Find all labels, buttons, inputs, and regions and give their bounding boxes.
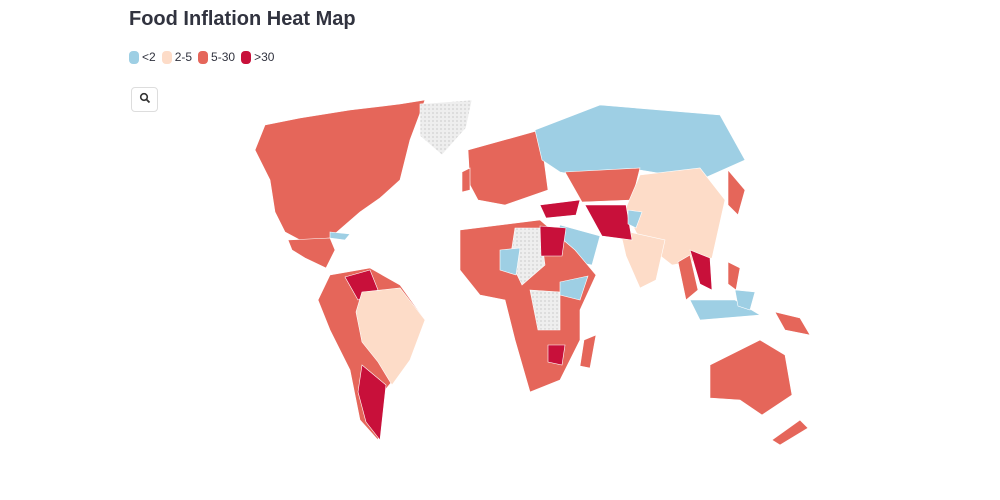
legend-swatch	[198, 50, 209, 64]
country[interactable]	[727, 169, 746, 216]
search-icon	[139, 92, 150, 104]
country[interactable]	[579, 334, 597, 369]
country[interactable]	[529, 289, 561, 331]
legend-label: 2-5	[174, 50, 193, 64]
country[interactable]	[627, 209, 643, 229]
country[interactable]	[539, 225, 567, 257]
legend-item[interactable]: 5-30	[198, 50, 235, 64]
legend-swatch	[161, 50, 172, 64]
title: Food Inflation Heat Map	[129, 8, 356, 30]
country[interactable]	[677, 254, 699, 301]
country[interactable]	[564, 167, 641, 203]
country[interactable]	[254, 99, 426, 241]
country[interactable]	[467, 129, 549, 206]
legend-label: 5-30	[211, 50, 236, 64]
country[interactable]	[547, 344, 566, 366]
country[interactable]	[357, 364, 387, 441]
country[interactable]	[461, 167, 471, 193]
legend-swatch	[129, 50, 139, 64]
country[interactable]	[419, 99, 473, 156]
country[interactable]	[734, 289, 756, 311]
legend-item[interactable]: >30	[241, 50, 274, 64]
country[interactable]	[584, 204, 633, 241]
legend-item[interactable]: <2	[129, 50, 156, 64]
country[interactable]	[709, 339, 793, 416]
country[interactable]	[771, 419, 809, 446]
country[interactable]	[689, 249, 713, 291]
legend-label: >30	[254, 50, 275, 64]
country[interactable]	[619, 229, 666, 289]
search-button[interactable]	[131, 87, 158, 112]
country[interactable]	[539, 199, 581, 219]
country[interactable]	[355, 287, 426, 386]
legend: <2 2-5 5-30 >30	[129, 50, 274, 64]
country[interactable]	[774, 311, 811, 336]
country[interactable]	[727, 261, 741, 291]
legend-swatch	[241, 50, 252, 64]
country[interactable]	[499, 247, 521, 276]
country[interactable]	[329, 231, 351, 241]
legend-label: <2	[142, 50, 156, 64]
country[interactable]	[287, 237, 336, 269]
country[interactable]	[559, 275, 589, 301]
legend-item[interactable]: 2-5	[161, 50, 193, 64]
